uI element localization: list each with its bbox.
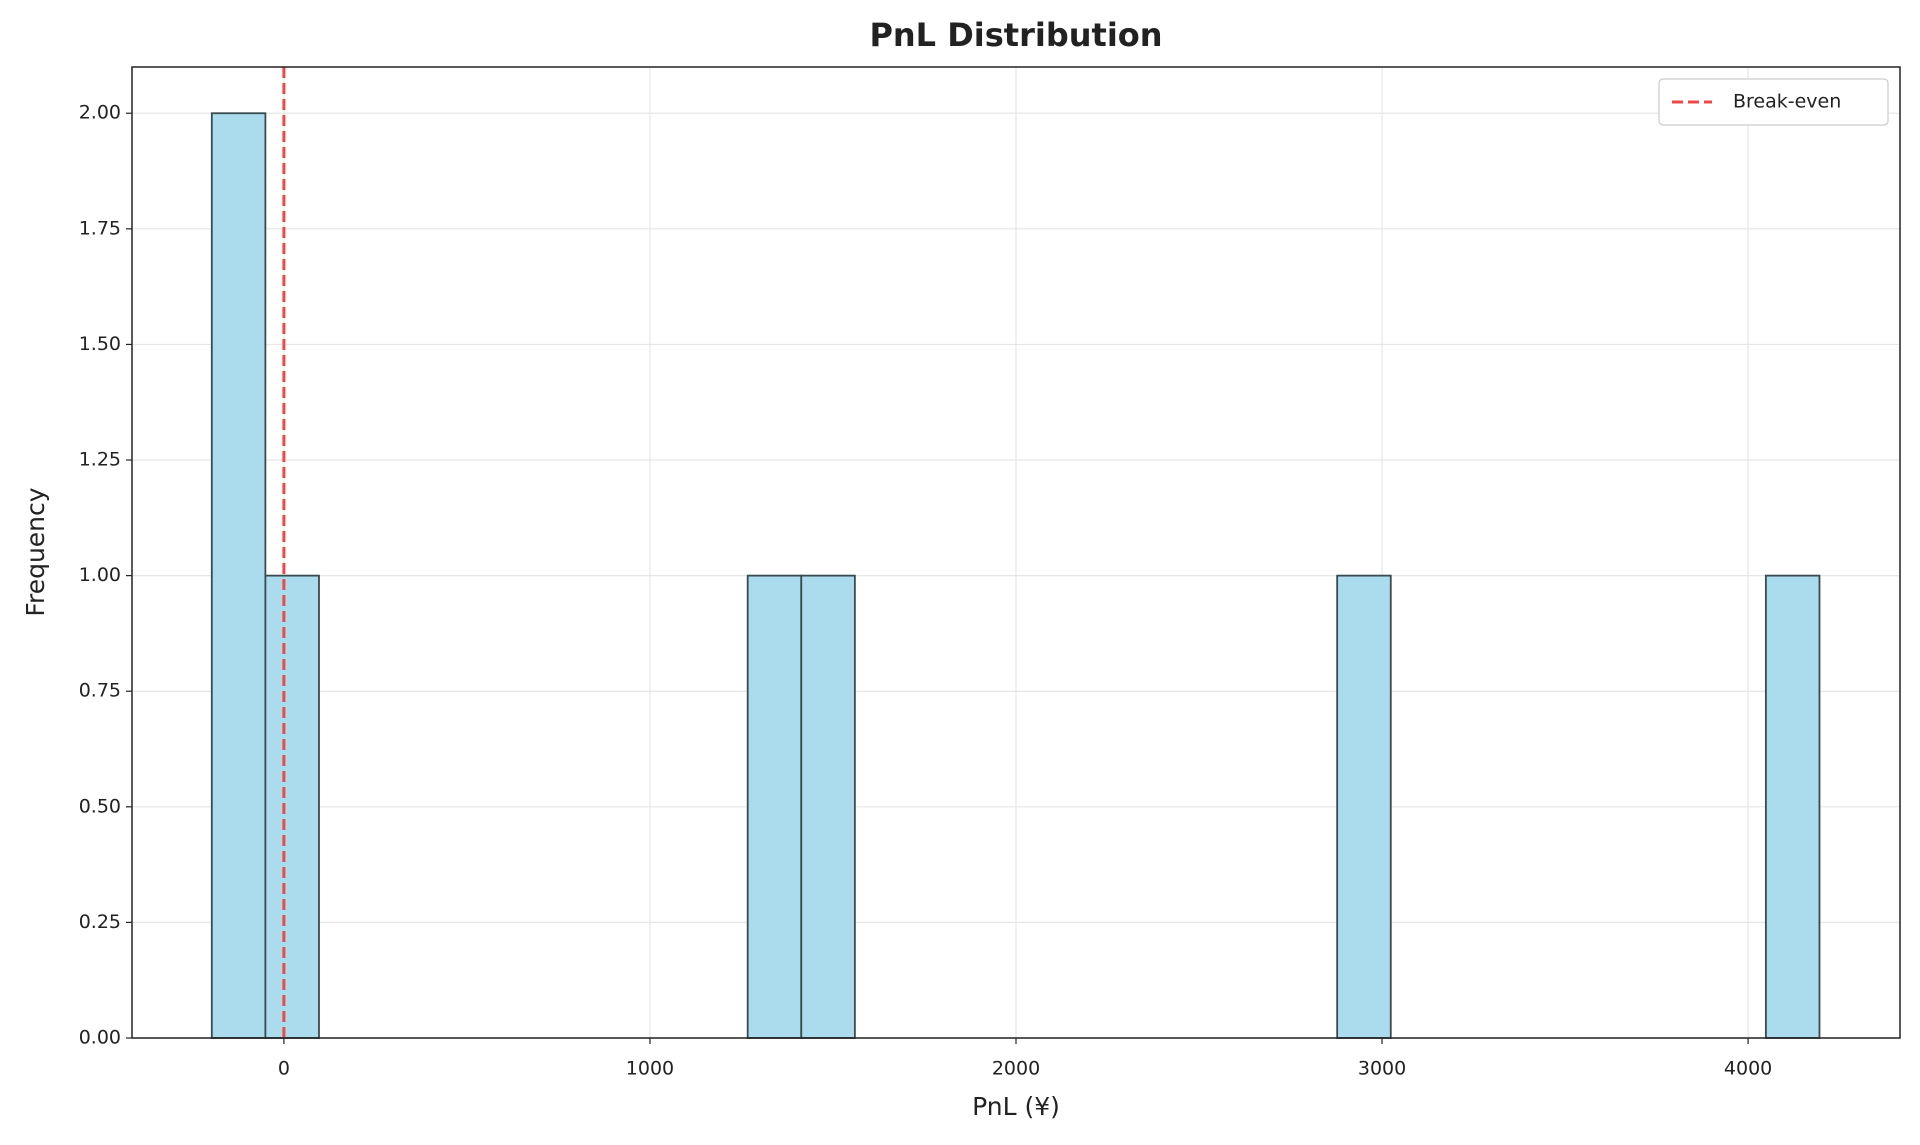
- y-tick-label: 0.50: [79, 795, 121, 817]
- x-tick-label: 1000: [626, 1058, 674, 1080]
- bar: [210, 112, 267, 1039]
- x-tick-label: 0: [278, 1058, 290, 1080]
- bar: [1764, 574, 1821, 1039]
- bar: [1336, 574, 1392, 1039]
- y-tick-label: 1.00: [79, 564, 121, 586]
- chart-title: PnL Distribution: [869, 16, 1162, 54]
- x-tick-label: 4000: [1724, 1058, 1772, 1080]
- y-tick-label: 0.25: [79, 911, 121, 933]
- bar: [264, 574, 320, 1039]
- legend-label: Break-even: [1733, 91, 1841, 113]
- x-tick-label: 3000: [1358, 1058, 1406, 1080]
- y-tick-label: 0.00: [79, 1027, 121, 1049]
- y-tick-label: 2.00: [79, 102, 121, 124]
- bar: [746, 574, 803, 1039]
- y-tick-label: 1.50: [79, 333, 121, 355]
- legend-box: [1658, 78, 1889, 126]
- x-axis-label: PnL (¥): [972, 1092, 1060, 1121]
- y-tick-label: 0.75: [79, 680, 121, 702]
- y-tick-label: 1.75: [79, 217, 121, 239]
- bar: [800, 574, 856, 1039]
- y-tick-label: 1.25: [79, 449, 121, 471]
- x-tick-label: 2000: [992, 1058, 1040, 1080]
- y-axis-label: Frequency: [21, 487, 50, 616]
- plot-frame: [131, 66, 1901, 1039]
